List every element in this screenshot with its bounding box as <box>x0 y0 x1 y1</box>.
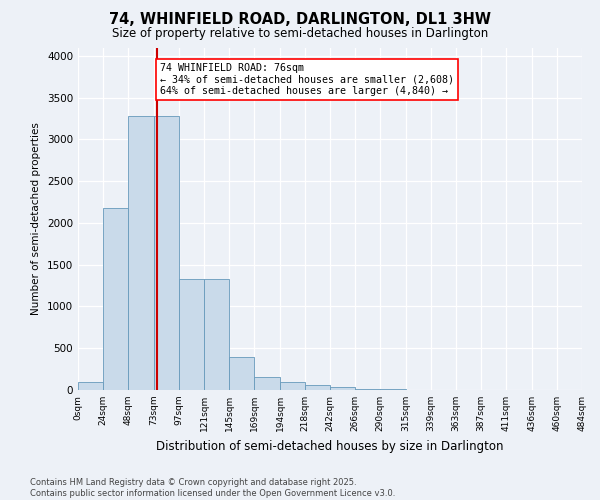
Bar <box>380 389 406 390</box>
Y-axis label: Number of semi-detached properties: Number of semi-detached properties <box>31 122 41 315</box>
Bar <box>128 116 154 390</box>
Bar <box>204 279 229 390</box>
Bar <box>280 382 305 390</box>
Bar <box>103 208 128 390</box>
X-axis label: Distribution of semi-detached houses by size in Darlington: Distribution of semi-detached houses by … <box>156 440 504 452</box>
Bar <box>305 386 330 390</box>
Bar <box>229 356 254 390</box>
Bar <box>78 382 103 390</box>
Text: Contains HM Land Registry data © Crown copyright and database right 2025.
Contai: Contains HM Land Registry data © Crown c… <box>30 478 395 498</box>
Bar <box>154 116 179 390</box>
Bar <box>330 388 355 390</box>
Text: Size of property relative to semi-detached houses in Darlington: Size of property relative to semi-detach… <box>112 28 488 40</box>
Bar <box>179 279 204 390</box>
Text: 74, WHINFIELD ROAD, DARLINGTON, DL1 3HW: 74, WHINFIELD ROAD, DARLINGTON, DL1 3HW <box>109 12 491 28</box>
Bar <box>254 377 280 390</box>
Text: 74 WHINFIELD ROAD: 76sqm
← 34% of semi-detached houses are smaller (2,608)
64% o: 74 WHINFIELD ROAD: 76sqm ← 34% of semi-d… <box>160 62 454 96</box>
Bar <box>355 389 380 390</box>
